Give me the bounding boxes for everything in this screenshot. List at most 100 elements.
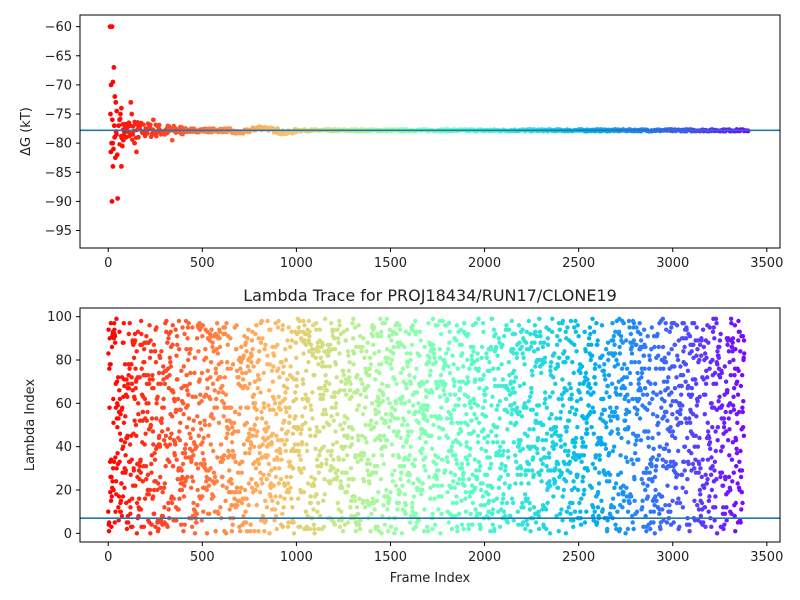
lambda-point — [467, 453, 472, 458]
delta-g-point — [113, 99, 119, 105]
lambda-point — [526, 461, 532, 467]
lambda-point — [175, 377, 180, 382]
lambda-point — [630, 396, 635, 402]
lambda-point — [665, 483, 670, 488]
lambda-point — [254, 433, 259, 439]
lambda-point — [502, 481, 508, 486]
lambda-point — [460, 466, 465, 471]
lambda-point — [691, 342, 696, 348]
lambda-point — [619, 435, 624, 441]
lambda-point — [476, 420, 482, 426]
lambda-point — [514, 405, 520, 410]
lambda-point — [387, 496, 392, 501]
lambda-point — [329, 405, 335, 410]
lambda-point — [626, 318, 632, 324]
lambda-point — [634, 411, 640, 417]
lambda-point — [153, 524, 158, 530]
lambda-point — [315, 509, 320, 514]
lambda-point — [719, 370, 724, 376]
lambda-point — [539, 479, 544, 484]
lambda-point — [454, 494, 459, 499]
lambda-point — [363, 435, 368, 441]
lambda-point — [471, 349, 476, 354]
lambda-point — [660, 507, 665, 512]
lambda-point — [634, 509, 640, 514]
y-tick-label: 20 — [55, 484, 72, 499]
lambda-point — [527, 394, 533, 400]
lambda-point — [407, 453, 412, 458]
lambda-point — [673, 435, 678, 441]
lambda-point — [413, 511, 419, 517]
lambda-point — [399, 470, 404, 475]
lambda-point — [358, 333, 363, 339]
lambda-point — [620, 340, 626, 345]
lambda-point — [375, 524, 380, 530]
lambda-point — [462, 320, 467, 326]
lambda-point — [611, 505, 617, 510]
lambda-point — [227, 507, 232, 512]
lambda-point — [243, 520, 249, 525]
lambda-point — [726, 474, 732, 480]
lambda-point — [129, 496, 135, 501]
lambda-point — [259, 318, 265, 324]
lambda-point — [146, 401, 151, 406]
lambda-point — [137, 476, 142, 482]
lambda-point — [557, 511, 563, 517]
lambda-point — [342, 388, 347, 393]
lambda-point — [615, 509, 620, 514]
lambda-point — [275, 500, 280, 506]
lambda-point — [374, 498, 380, 504]
lambda-point — [557, 327, 562, 332]
lambda-point — [707, 366, 712, 371]
lambda-point — [143, 431, 148, 436]
lambda-point — [291, 466, 296, 471]
lambda-point — [445, 459, 451, 465]
lambda-point — [335, 468, 340, 473]
lambda-point — [659, 494, 665, 499]
lambda-point — [473, 507, 478, 512]
lambda-point — [122, 362, 128, 367]
lambda-point — [302, 338, 307, 343]
lambda-point — [446, 520, 451, 525]
lambda-point — [360, 381, 365, 387]
lambda-point — [653, 494, 658, 499]
lambda-point — [687, 416, 692, 421]
lambda-point — [484, 355, 489, 361]
lambda-point — [506, 388, 511, 393]
lambda-point — [689, 385, 695, 391]
lambda-point — [164, 318, 169, 324]
lambda-point — [555, 485, 561, 491]
lambda-point — [307, 329, 312, 335]
lambda-point — [613, 385, 619, 391]
lambda-point — [550, 390, 555, 395]
lambda-point — [124, 526, 130, 532]
lambda-point — [237, 489, 242, 495]
lambda-point — [566, 418, 572, 423]
lambda-point — [391, 351, 396, 356]
lambda-point — [247, 381, 252, 387]
lambda-point — [685, 476, 690, 482]
lambda-point — [155, 518, 161, 523]
lambda-point — [529, 390, 534, 395]
lambda-point — [605, 383, 611, 389]
lambda-point — [129, 375, 134, 380]
lambda-point — [558, 433, 563, 439]
lambda-point — [558, 416, 563, 421]
lambda-point — [664, 442, 669, 447]
lambda-point — [118, 411, 123, 417]
lambda-point — [211, 448, 216, 454]
delta-g-point — [109, 24, 115, 30]
lambda-point — [400, 483, 405, 488]
lambda-point — [420, 446, 425, 452]
lambda-point — [132, 418, 137, 423]
lambda-point — [270, 431, 275, 436]
lambda-point — [679, 472, 685, 478]
lambda-point — [314, 424, 319, 430]
lambda-point — [567, 381, 572, 387]
lambda-point — [312, 476, 318, 482]
lambda-point — [243, 509, 248, 514]
lambda-point — [244, 349, 249, 354]
lambda-point — [592, 466, 598, 471]
lambda-point — [590, 405, 595, 410]
lambda-point — [593, 362, 598, 367]
